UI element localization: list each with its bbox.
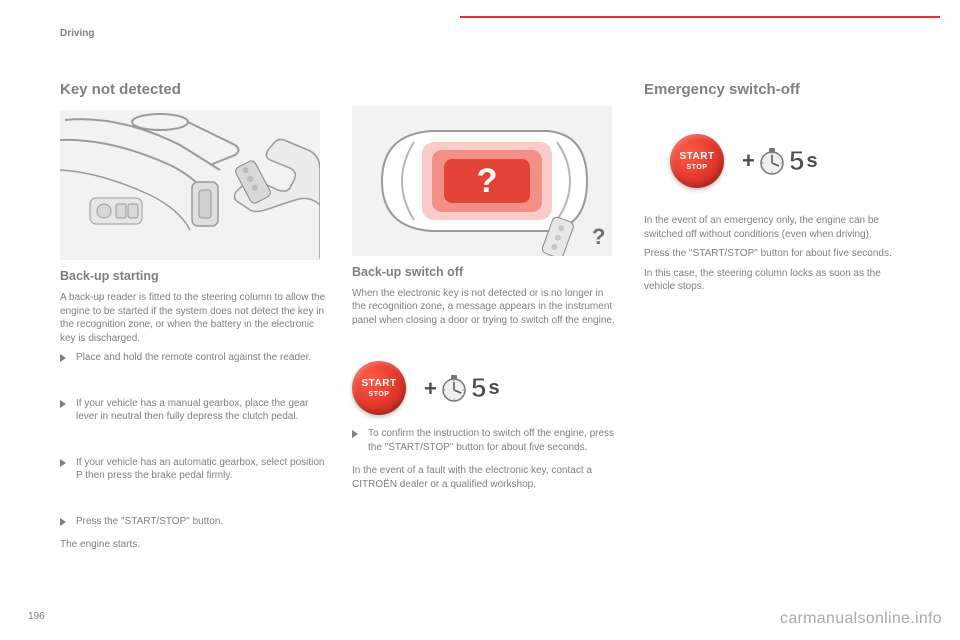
five-seconds-icon: + 5 s bbox=[424, 369, 500, 407]
seconds-s: s bbox=[806, 148, 817, 175]
start-stop-button-icon: START STOP bbox=[670, 134, 724, 188]
para-key-not-detected-msg: When the electronic key is not detected … bbox=[352, 287, 618, 328]
svg-text:?: ? bbox=[477, 162, 498, 200]
stopwatch-icon bbox=[439, 373, 469, 403]
column-1: Key not detected bbox=[60, 80, 326, 558]
heading-key-not-detected: Key not detected bbox=[60, 80, 326, 100]
bullet-press-start: Press the "START/STOP" button. bbox=[60, 515, 326, 529]
five-digit: 5 bbox=[471, 369, 487, 407]
para-fault-contact-dealer: In the event of a fault with the electro… bbox=[352, 464, 618, 491]
watermark: carmanualsonline.info bbox=[780, 610, 942, 628]
column-3: Emergency switch-off START STOP + bbox=[644, 80, 910, 558]
heading-backup-switchoff: Back-up switch off bbox=[352, 264, 618, 281]
para-emergency-desc: In the event of an emergency only, the e… bbox=[644, 214, 910, 241]
bullet-confirm-switchoff: To confirm the instruction to switch off… bbox=[352, 427, 618, 454]
stop-label: STOP bbox=[687, 164, 708, 171]
para-press-5s: Press the "START/STOP" button for about … bbox=[644, 247, 910, 261]
heading-emergency-switchoff: Emergency switch-off bbox=[644, 80, 910, 100]
five-digit: 5 bbox=[789, 142, 805, 180]
illustration-car-topview: ? ? bbox=[352, 106, 612, 256]
start-label: START bbox=[679, 152, 714, 162]
column-2: ? ? Back-up switch off When the electron… bbox=[352, 80, 618, 558]
five-seconds-icon: + 5 s bbox=[742, 142, 818, 180]
stop-label: STOP bbox=[369, 391, 390, 398]
start-label: START bbox=[361, 379, 396, 389]
svg-text:?: ? bbox=[592, 224, 605, 249]
header-rule bbox=[460, 16, 940, 18]
para-steering-locks: In this case, the steering column locks … bbox=[644, 267, 910, 294]
plus-icon: + bbox=[742, 146, 755, 176]
para-engine-starts: The engine starts. bbox=[60, 538, 326, 552]
seconds-s: s bbox=[488, 375, 499, 402]
illustration-backup-reader bbox=[60, 110, 320, 260]
start-stop-button-icon: START STOP bbox=[352, 361, 406, 415]
bullet-hold-remote: Place and hold the remote control agains… bbox=[60, 351, 326, 365]
plus-icon: + bbox=[424, 374, 437, 404]
bullet-manual-gearbox: If your vehicle has a manual gearbox, pl… bbox=[60, 397, 326, 424]
content-columns: Key not detected bbox=[60, 80, 910, 558]
heading-backup-starting: Back-up starting bbox=[60, 268, 326, 285]
stopwatch-icon bbox=[757, 146, 787, 176]
section-tag: Driving bbox=[60, 28, 94, 39]
startstop-5s-row-emergency: START STOP + 5 s bbox=[670, 134, 910, 188]
startstop-5s-row: START STOP + 5 s bbox=[352, 361, 618, 415]
bullet-auto-gearbox: If your vehicle has an automatic gearbox… bbox=[60, 456, 326, 483]
page-number: 196 bbox=[28, 611, 45, 622]
para-backup-reader-desc: A back-up reader is fitted to the steeri… bbox=[60, 291, 326, 345]
